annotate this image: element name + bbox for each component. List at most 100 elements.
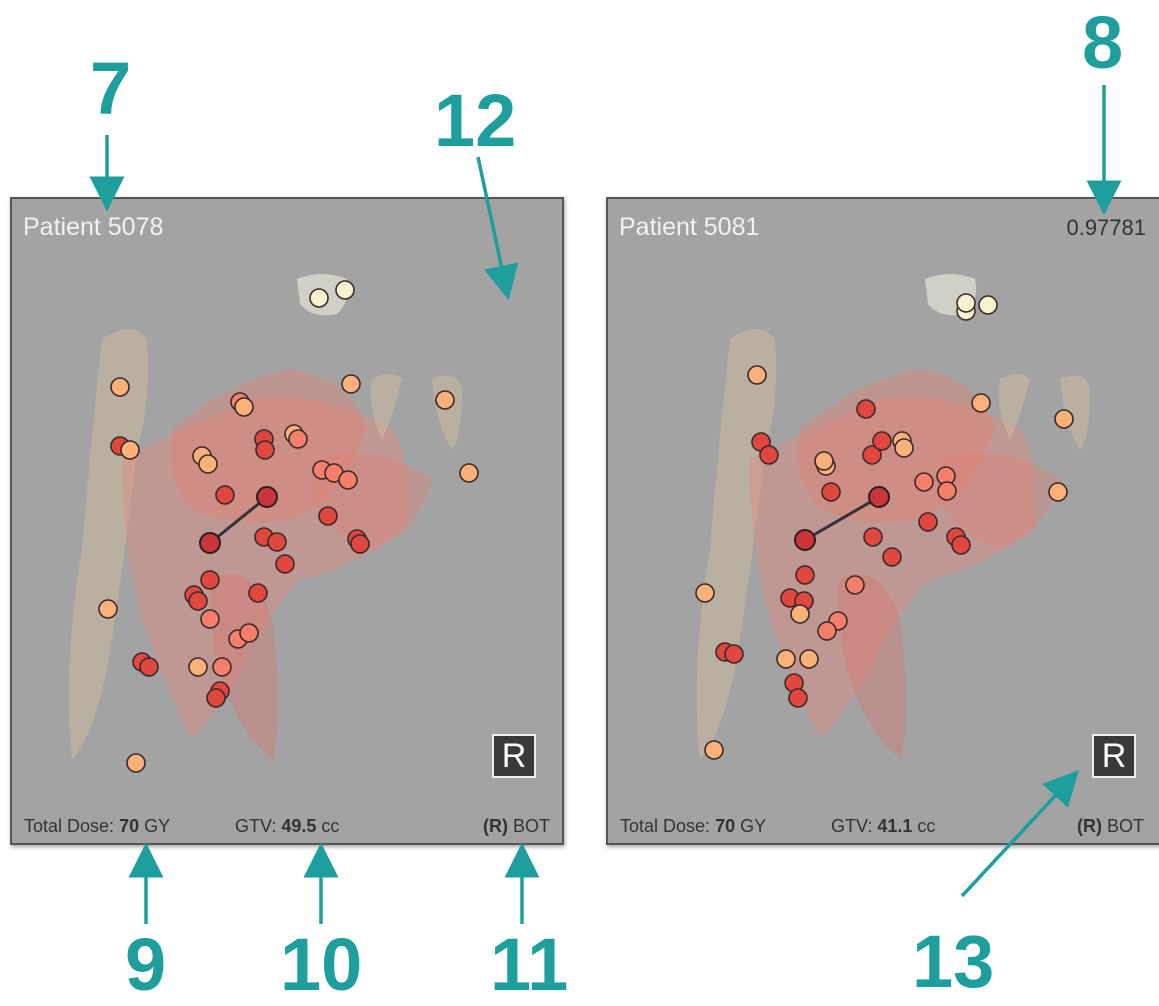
lymph-node-marker bbox=[215, 485, 235, 505]
lymph-node-marker bbox=[856, 399, 876, 419]
lymph-node-marker bbox=[1054, 409, 1074, 429]
lymph-node-marker bbox=[139, 657, 159, 677]
lymph-node-marker bbox=[882, 547, 902, 567]
patient-panel-left[interactable]: Patient 5078 R Total Dose: 70 GY GTV: 49… bbox=[10, 197, 564, 845]
lymph-node-marker bbox=[790, 604, 810, 624]
anatomy-region bbox=[68, 329, 149, 759]
tumor-site-label: BOT bbox=[512, 816, 550, 836]
lymph-node-marker bbox=[1048, 482, 1068, 502]
lymph-node-marker bbox=[863, 527, 883, 547]
lymph-node-marker bbox=[188, 657, 208, 677]
lymph-node-marker bbox=[309, 288, 329, 308]
tumor-site: (R) BOT bbox=[483, 816, 550, 837]
lymph-node-marker bbox=[120, 440, 140, 460]
lymph-node-marker bbox=[435, 390, 455, 410]
tumor-side: (R) bbox=[482, 816, 508, 836]
anatomy-region bbox=[750, 397, 1036, 739]
gtv-volume: GTV: 41.1 cc bbox=[831, 816, 935, 837]
gtv-label: GTV: bbox=[831, 816, 873, 836]
arrow-13 bbox=[960, 770, 1079, 898]
patient-id: Patient 5078 bbox=[23, 213, 164, 241]
lymph-node-marker bbox=[845, 575, 865, 595]
tumor-node-marker bbox=[256, 486, 278, 508]
tumor-link-line bbox=[804, 495, 880, 542]
lymph-node-marker bbox=[341, 374, 361, 394]
lymph-node-visualization bbox=[695, 274, 1090, 760]
gtv-unit: cc bbox=[321, 816, 340, 836]
gtv-label: GTV: bbox=[235, 816, 277, 836]
patient-id: Patient 5081 bbox=[619, 213, 760, 241]
callout-13: 13 bbox=[912, 920, 995, 1003]
laterality-badge: R bbox=[1092, 734, 1136, 778]
lymph-node-marker bbox=[459, 463, 479, 483]
lymph-node-marker bbox=[747, 365, 767, 385]
dose-value: 70 bbox=[119, 816, 140, 836]
patient-panel-right[interactable]: Patient 5081 0.97781 R Total Dose: 70 GY… bbox=[606, 197, 1159, 845]
lymph-node-marker bbox=[318, 506, 338, 526]
lymph-node-marker bbox=[110, 377, 130, 397]
total-dose: Total Dose: 70 GY bbox=[24, 816, 170, 837]
callout-11: 11 bbox=[490, 923, 569, 1006]
gtv-volume: GTV: 49.5 cc bbox=[235, 816, 339, 837]
lymph-node-marker bbox=[724, 644, 744, 664]
lymph-node-marker bbox=[872, 431, 892, 451]
lymph-node-visualization bbox=[68, 274, 479, 773]
lymph-node-marker bbox=[200, 570, 220, 590]
similarity-score: 0.97781 bbox=[1066, 215, 1146, 240]
dose-unit: GY bbox=[740, 816, 767, 836]
tumor-side: (R) bbox=[1076, 816, 1102, 836]
lymph-node-marker bbox=[212, 657, 232, 677]
tumor-link-line bbox=[209, 495, 268, 545]
callout-12: 12 bbox=[434, 79, 517, 162]
lymph-node-marker bbox=[248, 583, 268, 603]
tumor-node-marker bbox=[794, 529, 816, 551]
dose-unit: GY bbox=[144, 816, 171, 836]
lymph-node-marker bbox=[288, 429, 308, 449]
lymph-node-marker bbox=[255, 440, 275, 460]
lymph-node-marker bbox=[971, 393, 991, 413]
dose-label: Total Dose: bbox=[620, 816, 711, 836]
laterality-badge: R bbox=[492, 734, 536, 778]
callout-9: 9 bbox=[125, 923, 167, 1006]
anatomy-region bbox=[838, 574, 906, 759]
arrow-12 bbox=[476, 156, 519, 301]
tumor-node-marker bbox=[868, 486, 890, 508]
lymph-node-marker bbox=[126, 753, 146, 773]
callout-7: 7 bbox=[90, 47, 132, 130]
lymph-node-marker bbox=[956, 293, 976, 313]
callout-10: 10 bbox=[280, 923, 363, 1006]
lymph-node-marker bbox=[951, 535, 971, 555]
lymph-node-marker bbox=[795, 565, 815, 585]
anatomy-region bbox=[1060, 375, 1090, 449]
lymph-node-marker bbox=[188, 591, 208, 611]
lymph-node-marker bbox=[799, 649, 819, 669]
gtv-unit: cc bbox=[917, 816, 936, 836]
lymph-node-marker bbox=[776, 649, 796, 669]
lymph-node-marker bbox=[695, 583, 715, 603]
lymph-node-marker bbox=[918, 512, 938, 532]
lymph-node-marker bbox=[335, 280, 355, 300]
lymph-node-marker bbox=[937, 481, 957, 501]
lymph-node-marker bbox=[978, 295, 998, 315]
lymph-node-marker bbox=[275, 554, 295, 574]
lymph-node-marker bbox=[338, 470, 358, 490]
lymph-node-marker bbox=[862, 445, 882, 465]
lymph-node-marker bbox=[704, 740, 724, 760]
lymph-node-marker bbox=[234, 397, 254, 417]
anatomy-region bbox=[370, 374, 402, 439]
tumor-node-marker bbox=[199, 532, 221, 554]
lymph-node-marker bbox=[788, 688, 808, 708]
tumor-site-label: BOT bbox=[1106, 816, 1144, 836]
gtv-value: 41.1 bbox=[877, 816, 913, 836]
lymph-node-marker bbox=[350, 534, 370, 554]
lymph-node-marker bbox=[98, 599, 118, 619]
lymph-node-marker bbox=[894, 438, 914, 458]
lymph-node-marker bbox=[759, 445, 779, 465]
gtv-value: 49.5 bbox=[281, 816, 317, 836]
dose-label: Total Dose: bbox=[24, 816, 115, 836]
anatomy-region bbox=[998, 374, 1030, 439]
lymph-node-marker bbox=[817, 621, 837, 641]
lymph-node-marker bbox=[239, 623, 259, 643]
anatomy-region bbox=[210, 574, 278, 759]
